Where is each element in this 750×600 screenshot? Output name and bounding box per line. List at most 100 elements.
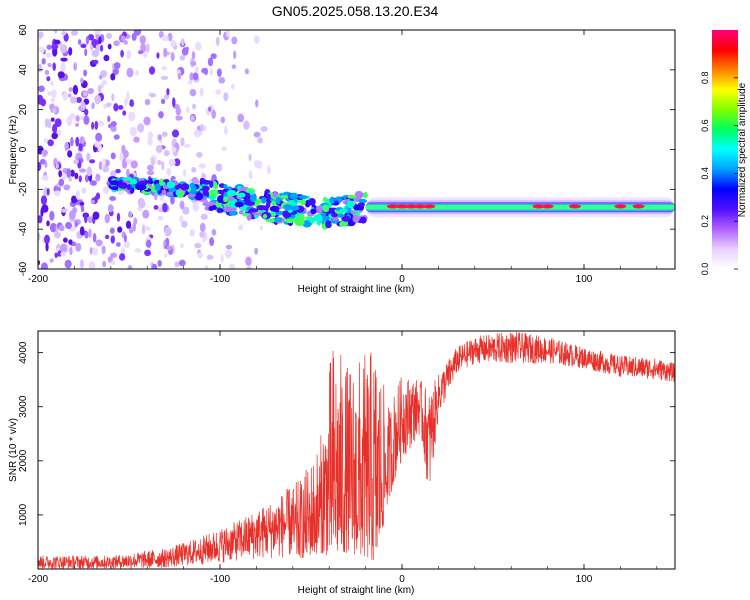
heatmap-noise-blob [198,163,207,169]
heatmap-noise-blob [52,123,58,134]
heatmap-band-blob [242,212,249,217]
heatmap-band-blob [234,201,244,208]
heatmap-band-blob [354,190,364,199]
heatmap-noise-blob [260,126,268,132]
heatmap-hotspot-core [417,205,424,208]
heatmap-noise-blob [42,149,48,156]
heatmap-noise-blob [94,30,102,35]
heatmap-noise-blob [70,136,74,147]
heatmap-noise-blob [44,234,50,245]
heatmap-noise-blob [246,266,252,269]
heatmap-noise-blob [231,36,238,45]
heatmap-band-blob [275,196,281,205]
heatmap-noise-blob [61,171,67,180]
y-tick-label: 40 [18,64,29,76]
heatmap-noise-blob [163,47,168,58]
heatmap-band-blob [249,189,254,196]
snr-frame [37,330,676,570]
heatmap-noise-blob [195,41,202,51]
heatmap-noise-blob [44,160,48,169]
heatmap-noise-blob [110,125,117,132]
heatmap-band-blob [363,191,368,199]
heatmap-noise-blob [60,243,68,254]
heatmap-noise-blob [49,258,54,263]
heatmap-band-blob [271,200,276,207]
heatmap-noise-blob [248,170,253,180]
heatmap-noise-blob [41,175,49,181]
heatmap-band-blob [126,184,132,191]
heatmap-noise-blob [75,189,80,200]
heatmap-noise-blob [156,52,160,59]
heatmap-noise-blob [40,262,48,269]
heatmap-noise-blob [256,160,263,169]
heatmap-noise-blob [191,51,196,60]
heatmap-band-blob [175,190,180,196]
heatmap-noise-blob [75,242,82,252]
heatmap-hotspot-core [408,205,415,208]
heatmap-noise-blob [199,231,205,238]
heatmap-band-blob [109,180,120,186]
heatmap-noise-blob [83,115,90,125]
heatmap-noise-blob [57,71,64,79]
heatmap-noise-blob [80,77,84,84]
heatmap-noise-blob [182,169,187,177]
heatmap-noise-blob [52,62,56,71]
x-tick-label: 100 [576,274,593,285]
heatmap-noise-blob [164,253,168,258]
colorbar: 0.0 0.2 0.4 0.6 0.8 Normalized spectral ampl… [700,30,748,275]
colorbar-tick-label: 0.0 [700,263,710,276]
heatmap-noise-blob [128,211,133,218]
heatmap-noise-blob [53,30,58,34]
heatmap-noise-blob [51,97,56,103]
y-tick-label: 4000 [18,341,29,364]
heatmap-noise-blob [126,168,130,178]
heatmap-noise-blob [248,153,252,162]
heatmap-noise-blob [254,247,259,255]
heatmap-noise-blob [200,123,204,132]
heatmap-noise-blob [103,54,110,62]
heatmap-noise-blob [66,116,73,126]
heatmap-noise-blob [40,195,48,205]
heatmap-noise-blob [75,115,80,122]
heatmap-noise-blob [174,261,180,268]
heatmap-band [365,204,675,210]
heatmap-noise-blob [119,152,124,162]
heatmap-noise-blob [238,224,244,231]
heatmap-noise-blob [44,69,50,75]
heatmap-noise-blob [52,107,57,114]
heatmap-noise-blob [95,239,103,247]
heatmap-noise-blob [225,244,233,250]
heatmap-band-blob [329,196,335,205]
heatmap-noise-blob [110,152,116,160]
heatmap-noise-blob [83,69,88,77]
heatmap-band-blob [237,192,246,198]
heatmap-noise-blob [55,162,59,169]
heatmap-noise-blob [60,251,66,257]
heatmap-noise-blob [75,136,80,147]
heatmap-noise-blob [202,237,206,243]
heatmap-noise-blob [116,212,121,222]
heatmap-noise-blob [46,220,50,227]
heatmap-noise-blob [80,205,85,213]
heatmap-band-blob [194,192,204,201]
heatmap-noise-blob [110,170,117,178]
heatmap-noise-blob [180,243,184,249]
spectrogram-y-ticks: -60 -40 -20 0 20 40 60 [18,24,675,276]
heatmap-band-blob [226,189,237,197]
heatmap-hotspot-core [426,205,433,208]
heatmap-noise-blob [87,87,94,95]
heatmap-band-blob [227,207,238,212]
heatmap-noise-blob [60,57,68,62]
heatmap-noise-blob [194,66,199,74]
colorbar-bar [712,30,738,269]
heatmap-noise-blob [127,265,133,269]
heatmap-noise-blob [91,121,95,130]
heatmap-band-blob [166,181,175,189]
heatmap-noise-blob [244,68,249,75]
heatmap-noise-blob [79,201,85,206]
heatmap-noise-blob [74,221,78,228]
heatmap-band-blob [308,198,314,206]
heatmap-hotspot-core [544,205,551,208]
heatmap-noise-blob [50,81,54,87]
heatmap-noise-blob [151,157,155,167]
